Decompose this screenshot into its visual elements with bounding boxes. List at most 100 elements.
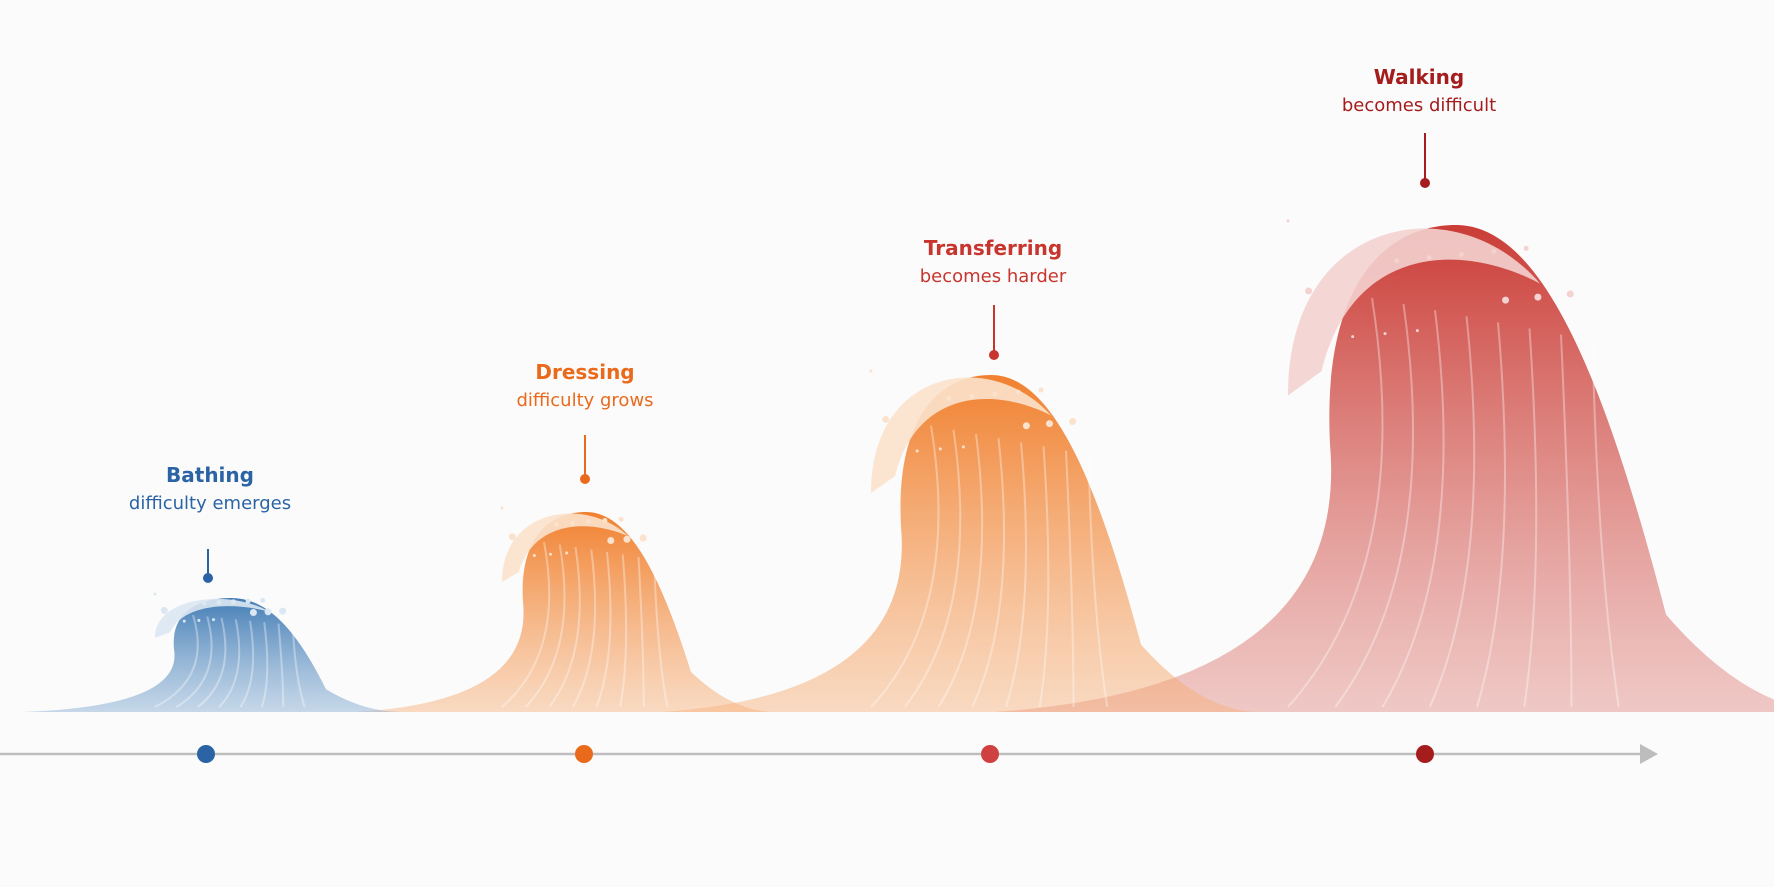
spray [618,516,624,522]
wave-streak [619,554,628,708]
spray [1046,420,1053,428]
wave-streak [239,620,255,708]
spray [168,620,172,624]
wave-streak [524,544,566,708]
wave-streak [1523,328,1538,708]
spray [1426,255,1432,261]
stage-label: Bathing difficulty emerges [129,463,291,583]
wave-streak [197,617,227,708]
spray [915,449,919,453]
spray [570,520,576,526]
wave-streak [1005,442,1027,708]
wave-streak [154,614,199,708]
spray [1415,329,1419,333]
timeline-dot [981,745,999,763]
waves [22,219,1774,712]
timeline [0,744,1658,764]
spray [264,608,272,616]
spray [1534,293,1542,301]
wave-streak [260,622,269,708]
stem-dot [580,474,590,484]
wave-streak [903,429,962,708]
stage-subtitle: difficulty emerges [129,493,291,514]
spray [230,599,236,605]
stage-title: Dressing [535,360,634,384]
wave-streak [1038,446,1050,708]
wave-lip [1288,228,1540,396]
spray [245,598,251,604]
wave-streak [1560,334,1573,708]
wave-streak [548,546,581,708]
spray [212,618,216,622]
spray [182,619,186,623]
wave-streak [175,616,213,708]
spray [216,600,222,606]
spray [249,609,257,617]
spray [946,395,952,401]
spray [623,535,631,543]
stage-label: Walking becomes difficult [1342,65,1496,188]
spray [938,447,942,451]
spray [201,600,207,606]
spray [586,519,592,525]
stem-dot [203,573,213,583]
spray [500,506,504,510]
wave-streak [937,433,984,708]
spray [992,391,998,397]
spray [969,393,975,399]
spray [565,551,569,555]
wave-streak [218,619,241,708]
wave-lip [155,598,269,638]
spray [602,518,608,523]
stage-title: Transferring [924,236,1062,260]
wave [355,512,775,712]
wave-streak [291,625,306,708]
spray [892,451,896,455]
wave-streak [870,425,940,708]
stage-label: Dressing difficulty grows [516,360,654,484]
spray [1458,251,1464,257]
spray [1523,245,1529,251]
wave-streak [1065,450,1075,708]
timeline-arrow [1640,744,1658,764]
wave-streak [1087,455,1109,708]
spray [1038,387,1044,393]
wave [661,375,1261,712]
spray [607,537,615,544]
wave-streak [501,541,551,708]
spray [882,415,890,423]
timeline-dot [197,745,215,763]
wave-streak [1476,322,1506,708]
wave-streak [1381,310,1445,708]
stage-subtitle: becomes difficult [1342,95,1496,116]
spray [1566,290,1574,298]
spray [197,618,201,622]
spray [1069,418,1077,426]
spray [869,369,873,373]
wave-streak [1287,297,1384,708]
spray [532,554,536,557]
timeline-dot [1416,745,1434,763]
spray [160,606,168,614]
spray [1305,287,1313,295]
stage-label: Transferring becomes harder [920,236,1067,360]
wave-streak [1334,303,1414,708]
timeline-dot [575,745,593,763]
stem-dot [989,350,999,360]
wave-streak [1428,316,1476,708]
spray [1394,258,1400,264]
spray [260,597,266,603]
spray [1491,248,1497,254]
wave-lip [502,513,628,582]
spray [553,521,559,527]
spray [1502,296,1510,304]
stage-title: Walking [1374,65,1464,89]
wave [22,598,402,712]
spray [1286,219,1290,223]
spray [961,445,965,449]
wave-streak [277,623,285,708]
spray [1022,422,1030,430]
wave [994,225,1774,712]
stem-dot [1420,178,1430,188]
